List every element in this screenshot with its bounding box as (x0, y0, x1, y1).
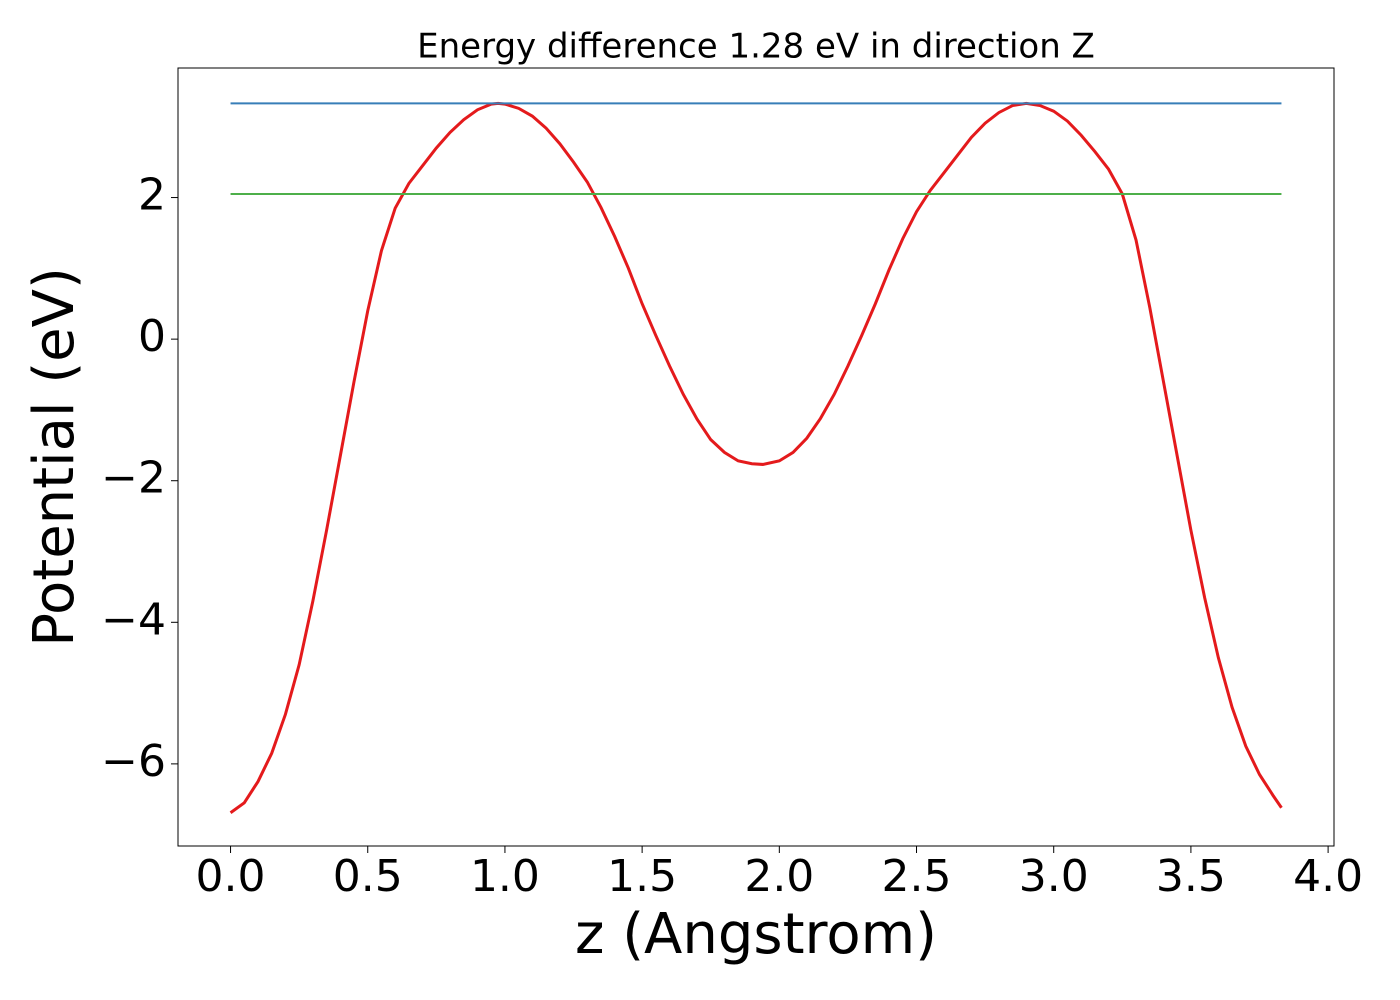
x-tick-label: 3.0 (1019, 851, 1089, 902)
y-tick-label: 0 (138, 311, 166, 362)
x-axis-label: z (Angstrom) (575, 902, 937, 967)
chart-title: Energy difference 1.28 eV in direction Z (417, 27, 1095, 67)
x-tick-label: 3.5 (1156, 851, 1226, 902)
y-tick-label: −6 (101, 736, 166, 787)
x-tick-label: 1.0 (470, 851, 540, 902)
x-tick-label: 4.0 (1293, 851, 1363, 902)
y-tick-label: −4 (101, 594, 166, 645)
x-tick-label: 2.0 (744, 851, 814, 902)
y-tick-label: −2 (101, 453, 166, 504)
x-tick-label: 0.0 (196, 851, 266, 902)
plot-frame (177, 67, 1335, 847)
x-tick-label: 1.5 (607, 851, 677, 902)
y-axis-label: Potential (eV) (22, 267, 87, 647)
y-tick-label: 2 (138, 170, 166, 221)
x-tick-label: 2.5 (882, 851, 952, 902)
x-tick-label: 0.5 (333, 851, 403, 902)
series-line (229, 101, 1283, 814)
